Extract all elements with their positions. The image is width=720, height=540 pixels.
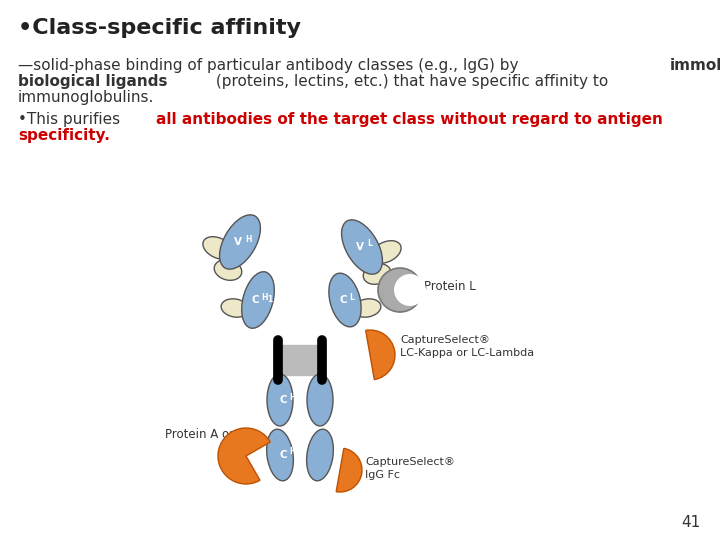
- Text: •This purifies: •This purifies: [18, 112, 125, 127]
- Text: 41: 41: [680, 515, 700, 530]
- Text: 3: 3: [295, 450, 300, 460]
- Text: IgG Fc: IgG Fc: [365, 470, 400, 480]
- Text: L: L: [367, 240, 372, 248]
- Text: C: C: [279, 395, 287, 405]
- Text: Protein A or G: Protein A or G: [165, 429, 247, 442]
- Text: H: H: [245, 234, 251, 244]
- Wedge shape: [366, 330, 395, 380]
- Text: C: C: [339, 295, 347, 305]
- Ellipse shape: [242, 272, 274, 328]
- Text: 2: 2: [295, 395, 300, 404]
- Ellipse shape: [363, 264, 391, 285]
- Text: all antibodies of the target class without regard to antigen: all antibodies of the target class witho…: [156, 112, 663, 127]
- Text: 1: 1: [267, 295, 272, 305]
- Ellipse shape: [267, 374, 293, 426]
- Ellipse shape: [215, 260, 242, 280]
- Text: V: V: [356, 242, 364, 252]
- Text: —solid-phase binding of particular antibody classes (e.g., IgG) by: —solid-phase binding of particular antib…: [18, 58, 523, 73]
- Text: (proteins, lectins, etc.) that have specific affinity to: (proteins, lectins, etc.) that have spec…: [211, 74, 608, 89]
- Text: immobilized: immobilized: [670, 58, 720, 73]
- Ellipse shape: [341, 220, 382, 274]
- Text: L: L: [349, 293, 354, 301]
- Text: H: H: [289, 393, 295, 402]
- Wedge shape: [218, 428, 270, 484]
- Text: C: C: [279, 450, 287, 460]
- Circle shape: [378, 268, 422, 312]
- Text: biological ligands: biological ligands: [18, 74, 168, 89]
- Text: CaptureSelect®: CaptureSelect®: [365, 457, 455, 467]
- Text: H: H: [261, 293, 268, 301]
- Text: CaptureSelect®: CaptureSelect®: [400, 335, 490, 345]
- Ellipse shape: [221, 299, 249, 317]
- Ellipse shape: [203, 237, 233, 259]
- Ellipse shape: [266, 429, 293, 481]
- Ellipse shape: [220, 215, 261, 269]
- Ellipse shape: [371, 241, 401, 264]
- Text: C: C: [251, 295, 258, 305]
- Text: LC-Kappa or LC-Lambda: LC-Kappa or LC-Lambda: [400, 348, 534, 358]
- Circle shape: [394, 274, 426, 306]
- Text: immunoglobulins.: immunoglobulins.: [18, 90, 154, 105]
- Text: H: H: [289, 448, 295, 456]
- Text: V: V: [234, 237, 242, 247]
- Text: Protein L: Protein L: [424, 280, 476, 293]
- Ellipse shape: [329, 273, 361, 327]
- Wedge shape: [336, 448, 362, 492]
- Ellipse shape: [307, 374, 333, 426]
- Ellipse shape: [353, 299, 381, 317]
- Ellipse shape: [307, 429, 333, 481]
- Text: •Class-specific affinity: •Class-specific affinity: [18, 18, 301, 38]
- Text: specificity.: specificity.: [18, 128, 110, 143]
